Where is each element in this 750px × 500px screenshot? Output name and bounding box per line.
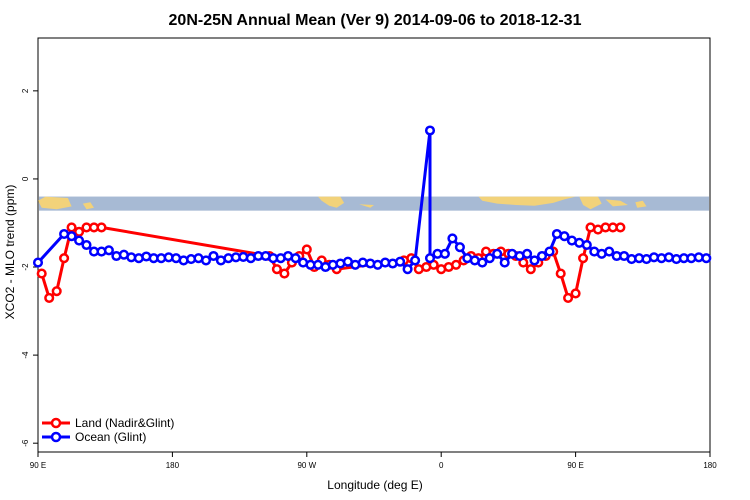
- legend-land-marker: [50, 417, 62, 429]
- series-ocean-point: [477, 257, 488, 268]
- series-ocean-point: [424, 253, 436, 264]
- series-land-point: [51, 286, 62, 297]
- series-ocean-point: [424, 125, 436, 136]
- series-ocean-point: [103, 245, 114, 256]
- map-land-patch: [82, 202, 94, 210]
- series-ocean-point: [522, 248, 533, 259]
- series-ocean-point: [290, 253, 301, 264]
- series-ocean-point: [559, 231, 570, 242]
- y-tick-label: 0: [21, 176, 30, 181]
- series-ocean-point: [66, 231, 77, 242]
- plot-frame: [37, 37, 711, 453]
- series-land-point: [563, 292, 574, 303]
- x-tick-label: 90 W: [297, 461, 316, 470]
- series-ocean-point: [484, 253, 495, 264]
- y-tick-label: -6: [21, 439, 30, 447]
- y-tick-label: -4: [21, 351, 30, 359]
- x-axis: 90 E 180 90 W 0 90 E 180: [30, 452, 717, 470]
- series-ocean-point: [701, 253, 712, 264]
- series-land-point: [96, 222, 107, 233]
- map-land-patch: [478, 196, 576, 206]
- series-land-point: [615, 222, 626, 233]
- series-land-point: [279, 268, 290, 279]
- map-land-patch: [38, 196, 72, 210]
- series-ocean-point: [32, 257, 44, 268]
- map-strip: [38, 196, 709, 211]
- series-land-point: [36, 268, 47, 279]
- legend-ocean-label: Ocean (Glint): [75, 430, 146, 444]
- x-tick-label: 90 E: [567, 461, 583, 470]
- series-land-point: [301, 244, 312, 255]
- legend: Land (Nadir&Glint) Ocean (Glint): [42, 416, 174, 444]
- x-tick-label: 0: [439, 461, 444, 470]
- series-ocean-point: [492, 248, 503, 259]
- map-land-patch: [359, 204, 374, 208]
- map-land-patch: [605, 199, 628, 207]
- series-land-point: [578, 253, 589, 264]
- series-ocean-point: [499, 257, 510, 268]
- series-ocean-point: [200, 255, 212, 266]
- y-axis: -6 -4 -2 0 2: [21, 88, 38, 447]
- y-axis-label: XCO2 - MLO trend (ppm): [3, 185, 17, 320]
- series-land-point: [451, 259, 462, 270]
- series-ocean-point: [81, 239, 92, 251]
- series-ocean-point: [447, 233, 458, 244]
- chart-title: 20N-25N Annual Mean (Ver 9) 2014-09-06 t…: [169, 12, 582, 29]
- map-land-patch: [635, 200, 647, 208]
- series-ocean-point: [536, 250, 548, 262]
- series-land-point: [271, 264, 282, 275]
- series-ocean-point: [581, 239, 592, 251]
- x-tick-label: 180: [703, 461, 717, 470]
- y-tick-label: -2: [21, 263, 30, 271]
- series-layer: [32, 125, 712, 303]
- legend-ocean-marker: [50, 431, 62, 443]
- series-ocean-point: [604, 246, 615, 257]
- x-tick-label: 90 E: [30, 461, 46, 470]
- series-land-point: [525, 264, 536, 275]
- y-tick-label: 2: [21, 88, 30, 93]
- map-land-patch: [579, 196, 602, 210]
- series-ocean-point: [529, 255, 540, 266]
- legend-land-label: Land (Nadir&Glint): [75, 416, 174, 430]
- series-ocean-point: [74, 235, 85, 246]
- series-ocean-point: [402, 264, 413, 275]
- series-land-point: [59, 253, 70, 264]
- series-land-point: [44, 292, 55, 303]
- series-ocean: [32, 125, 712, 275]
- series-land-point: [66, 222, 77, 233]
- series-ocean-point: [544, 246, 555, 257]
- map-ocean-band: [39, 196, 709, 211]
- series-ocean-point: [454, 242, 465, 253]
- series-land-point: [570, 288, 581, 299]
- series-ocean-point: [208, 250, 219, 262]
- series-land-point: [555, 268, 566, 279]
- series-ocean-point: [439, 248, 450, 259]
- series-ocean-point: [410, 255, 421, 266]
- x-axis-label: Longitude (deg E): [327, 478, 422, 492]
- x-tick-label: 180: [166, 461, 180, 470]
- map-land-patch: [318, 196, 345, 208]
- series-ocean-point: [395, 256, 406, 267]
